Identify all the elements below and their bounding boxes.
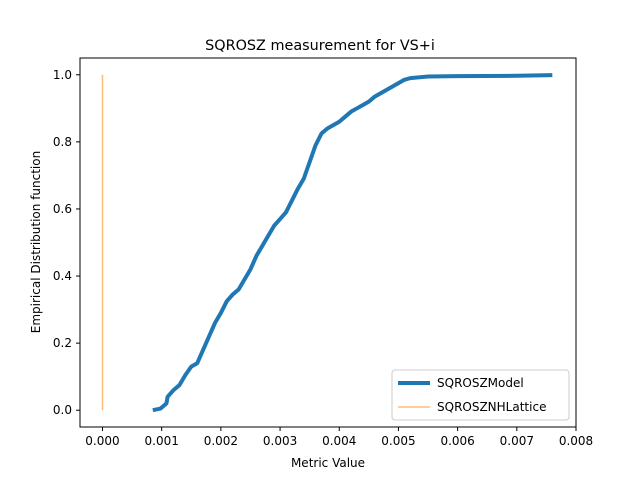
x-tick-label: 0.006 — [440, 434, 474, 448]
x-tick-label: 0.001 — [145, 434, 179, 448]
y-tick-label: 0.2 — [53, 336, 72, 350]
plot-area — [101, 73, 553, 413]
x-tick-label: 0.002 — [204, 434, 238, 448]
x-tick-label: 0.004 — [322, 434, 356, 448]
legend-box — [391, 369, 570, 421]
series-line-sqroszmodel — [152, 73, 553, 413]
x-tick-label: 0.005 — [381, 434, 415, 448]
legend-label-sqroszmodel: SQROSZModel — [437, 376, 524, 390]
x-axis-title: Metric Value — [291, 456, 365, 470]
x-tick-label: 0.003 — [263, 434, 297, 448]
y-axis: 0.0 0.2 0.4 0.6 0.8 1.0 — [53, 68, 80, 417]
y-tick-label: 0.4 — [53, 269, 72, 283]
legend: SQROSZModel SQROSZNHLattice — [391, 369, 570, 421]
y-axis-title: Empirical Distribution function — [29, 151, 43, 333]
x-axis: 0.000 0.001 0.002 0.003 0.004 0.005 0.006 0.007… — [85, 427, 593, 448]
y-tick-label: 0.6 — [53, 202, 72, 216]
axes-frame — [79, 57, 577, 428]
x-tick-label: 0.008 — [559, 434, 593, 448]
y-tick-label: 1.0 — [53, 68, 72, 82]
x-tick-label: 0.007 — [500, 434, 534, 448]
y-tick-label: 0.0 — [53, 403, 72, 417]
x-tick-label: 0.000 — [85, 434, 119, 448]
chart-title: SQROSZ measurement for VS+i — [205, 38, 435, 54]
legend-label-sqrosznhlattice: SQROSZNHLattice — [437, 400, 546, 414]
y-tick-label: 0.8 — [53, 135, 72, 149]
